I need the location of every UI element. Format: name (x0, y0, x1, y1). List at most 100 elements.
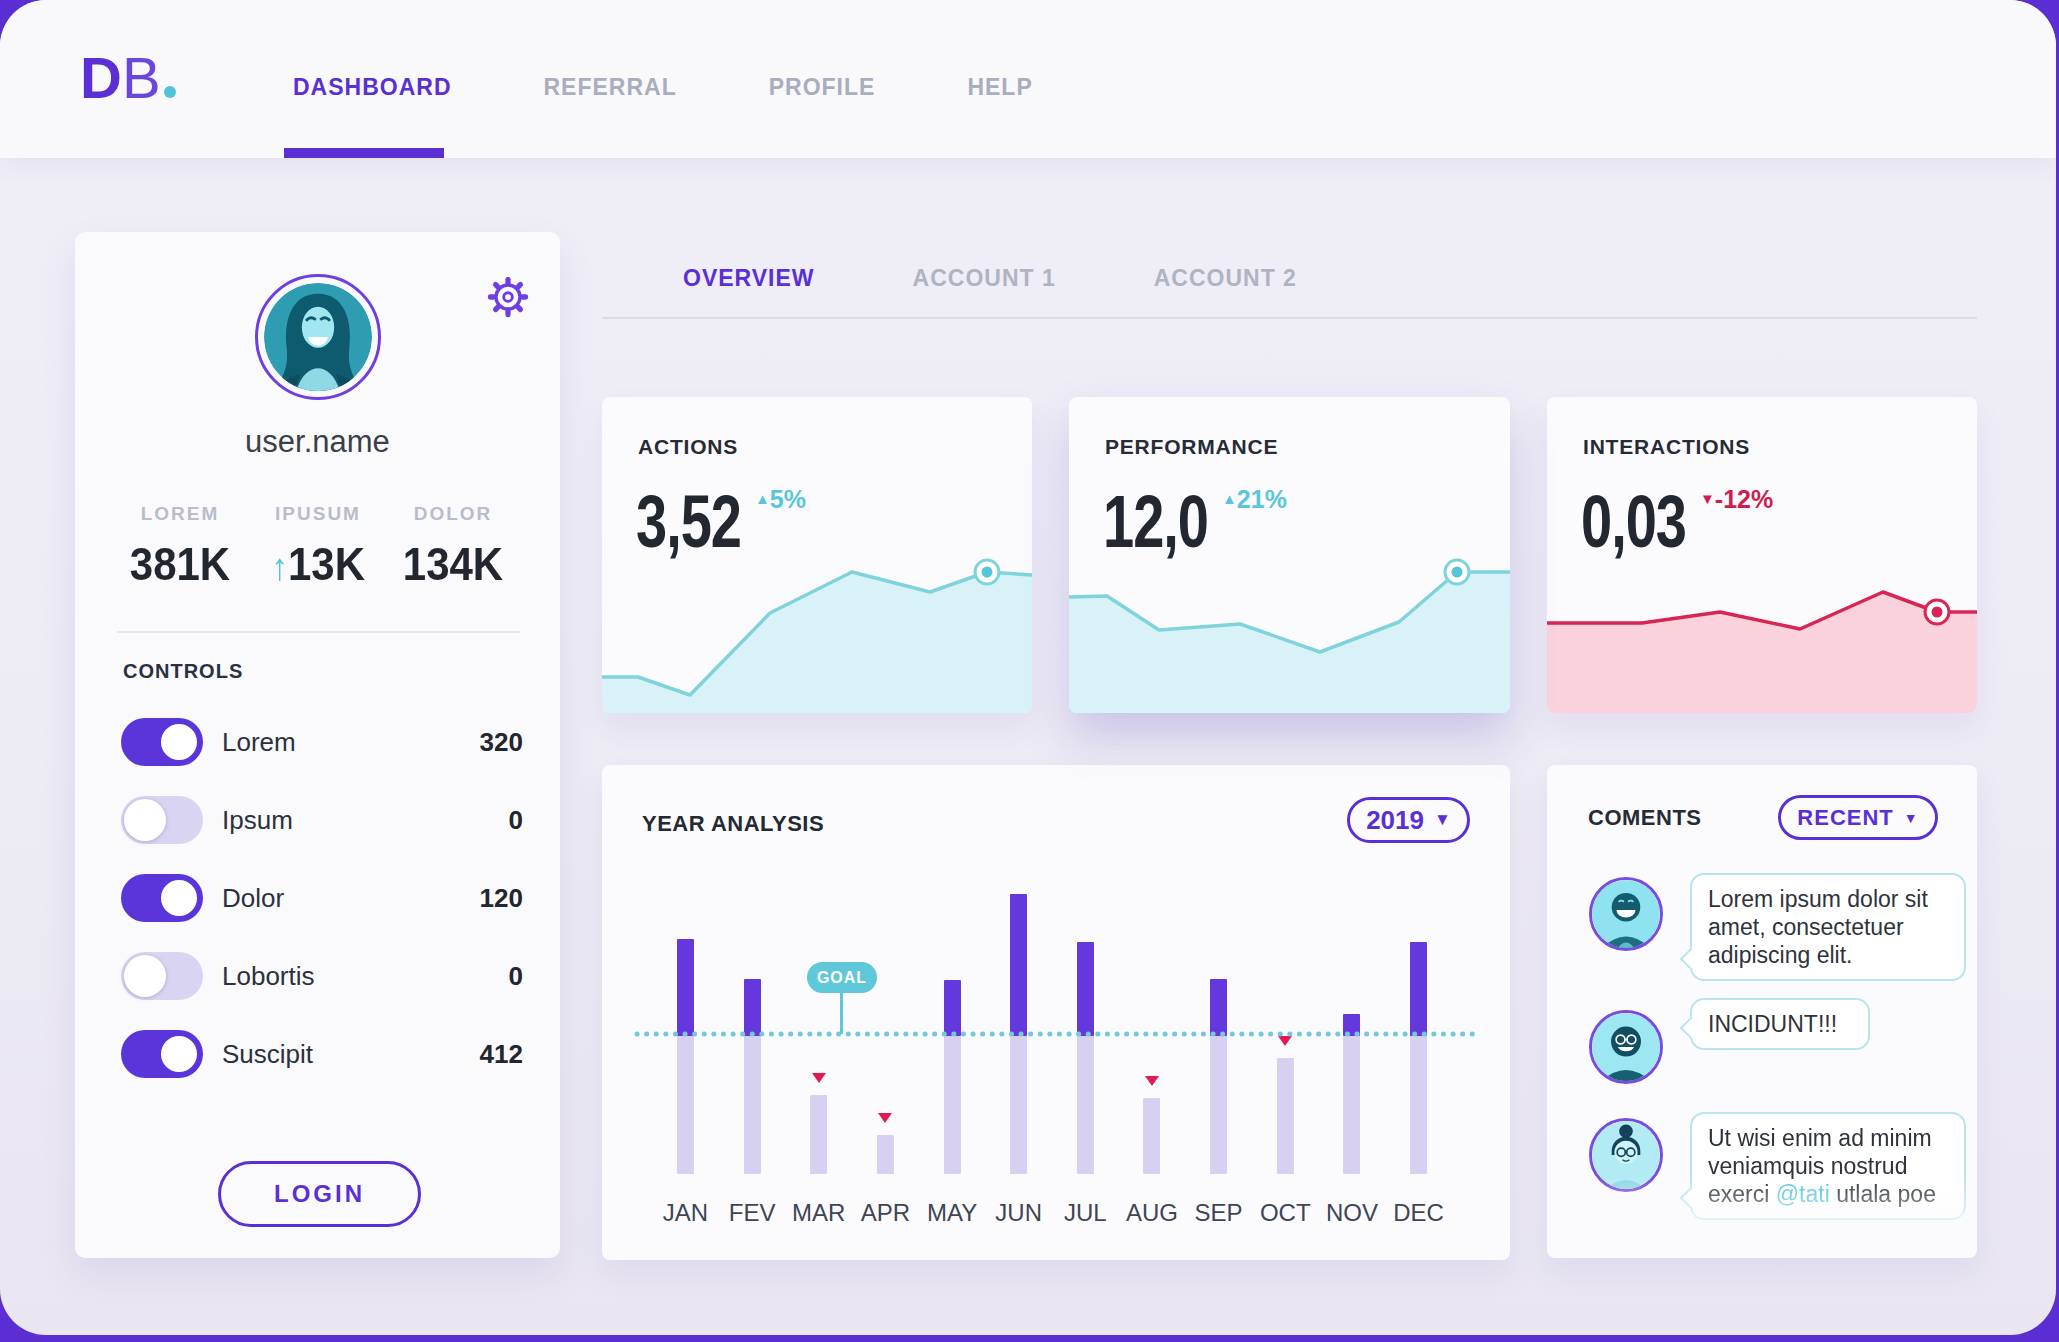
tab-overview[interactable]: OVERVIEW (683, 265, 815, 292)
below-goal-marker-aug (1145, 1076, 1159, 1086)
card-title: PERFORMANCE (1105, 435, 1278, 459)
toggle-dolor[interactable] (121, 874, 203, 922)
control-value: 320 (480, 727, 523, 758)
chevron-down-icon: ▼ (1434, 810, 1451, 830)
month-label-may: MAY (919, 1199, 985, 1227)
year-analysis-title: YEAR ANALYSIS (642, 811, 824, 837)
month-label-aug: AUG (1119, 1199, 1185, 1227)
year-select[interactable]: 2019 ▼ (1347, 797, 1470, 843)
toggle-lorem[interactable] (121, 718, 203, 766)
stat-label: LOREM (130, 503, 230, 525)
up-arrow-icon: ↑ (271, 545, 288, 588)
below-goal-marker-oct (1278, 1036, 1292, 1046)
bubble-tail (1680, 948, 1703, 971)
logo-dot (164, 86, 176, 98)
up-triangle-icon: ▲ (1222, 490, 1237, 507)
actions-card: ACTIONS 3,52 ▲5% (602, 397, 1032, 713)
up-triangle-icon: ▲ (755, 490, 770, 507)
toggle-knob (124, 799, 166, 841)
month-label-oct: OCT (1252, 1199, 1318, 1227)
tab-account-1[interactable]: ACCOUNT 1 (913, 265, 1056, 292)
below-goal-marker-mar (812, 1073, 826, 1083)
settings-gear-icon[interactable] (485, 274, 531, 320)
month-label-fev: FEV (719, 1199, 785, 1227)
stat-lorem: LOREM381K (130, 503, 230, 585)
month-label-dec: DEC (1386, 1199, 1452, 1227)
performance-card: PERFORMANCE 12,0 ▲21% (1069, 397, 1510, 713)
comment-bubble: Lorem ipsum dolor sit amet, consectetuer… (1690, 873, 1966, 981)
month-label-jun: JUN (986, 1199, 1052, 1227)
tabs-divider (602, 317, 1977, 319)
card-value: 3,52 (636, 485, 741, 559)
bar-above-jun (1010, 894, 1027, 1036)
comment-text: INCIDUNT!!! (1708, 1011, 1837, 1037)
year-select-value: 2019 (1366, 805, 1424, 836)
comments-filter[interactable]: RECENT ▼ (1778, 795, 1938, 840)
controls-heading: CONTROLS (123, 660, 243, 683)
login-button[interactable]: LOGIN (218, 1161, 421, 1227)
account-tabs: OVERVIEW ACCOUNT 1 ACCOUNT 2 (683, 265, 1297, 292)
month-label-jul: JUL (1052, 1199, 1118, 1227)
nav-item-help[interactable]: HELP (967, 74, 1032, 101)
control-value: 120 (480, 883, 523, 914)
year-analysis-card: YEAR ANALYSIS 2019 ▼ JANFEVMARAPRMAYJUNJ… (602, 765, 1510, 1260)
goal-marker-stem (840, 993, 843, 1034)
bar-below-nov (1343, 1034, 1360, 1174)
bar-below-fev (744, 1034, 761, 1174)
nav-item-profile[interactable]: PROFILE (769, 74, 876, 101)
bar-below-sep (1210, 1034, 1227, 1174)
stat-dolor: DOLOR134K (403, 503, 503, 585)
stat-label: DOLOR (403, 503, 503, 525)
logo-letter-d: D (80, 45, 122, 110)
tab-account-2[interactable]: ACCOUNT 2 (1154, 265, 1297, 292)
bubble-tail (1680, 1017, 1703, 1040)
toggle-suscipit[interactable] (121, 1030, 203, 1078)
stat-value: 134K (403, 537, 503, 591)
main-nav: DASHBOARD REFERRAL PROFILE HELP (293, 74, 1033, 101)
divider (117, 631, 520, 633)
control-row-suscipit: Suscipit412 (75, 1030, 560, 1078)
month-label-mar: MAR (786, 1199, 852, 1227)
card-value: 0,03 (1581, 485, 1686, 559)
toggle-lobortis[interactable] (121, 952, 203, 1000)
nav-item-dashboard[interactable]: DASHBOARD (293, 74, 452, 101)
card-value: 12,0 (1103, 485, 1208, 559)
comment-bubble: INCIDUNT!!! (1690, 998, 1870, 1050)
comment-avatar (1589, 1010, 1663, 1084)
nav-item-referral[interactable]: REFERRAL (544, 74, 677, 101)
user-avatar[interactable] (255, 274, 381, 400)
app-window: DB DASHBOARDREFERRALPROFILEHELP user.nam… (0, 0, 2056, 1335)
active-nav-underline (284, 148, 444, 158)
username: user.name (75, 424, 560, 460)
control-row-dolor: Dolor120 (75, 874, 560, 922)
comment-text: utlala poe (1830, 1181, 1936, 1207)
interactions-card: INTERACTIONS 0,03 ▼-12% (1547, 397, 1977, 713)
comment-item: INCIDUNT!!! (1547, 998, 1977, 1090)
card-title: INTERACTIONS (1583, 435, 1750, 459)
bar-below-may (944, 1034, 961, 1174)
toggle-knob (124, 955, 166, 997)
bar-below-oct (1277, 1058, 1294, 1174)
stat-label: IPUSUM (271, 503, 365, 525)
control-value: 0 (509, 961, 523, 992)
toggle-ipsum[interactable] (121, 796, 203, 844)
month-label-apr: APR (852, 1199, 918, 1227)
bar-below-mar (810, 1095, 827, 1174)
comments-card: COMENTS RECENT ▼ Lorem ipsum dolor sit a… (1547, 765, 1977, 1258)
control-label: Lobortis (222, 961, 315, 992)
bar-below-aug (1143, 1098, 1160, 1174)
chevron-down-icon: ▼ (1904, 810, 1919, 826)
card-delta: ▲5% (755, 485, 806, 514)
comment-item: Ut wisi enim ad minim veniamquis nostrud… (1547, 1112, 1977, 1258)
control-value: 412 (480, 1039, 523, 1070)
bar-above-fev (744, 979, 761, 1036)
control-label: Ipsum (222, 805, 293, 836)
comment-mention[interactable]: @tati (1776, 1181, 1830, 1207)
card-delta: ▲21% (1222, 485, 1287, 514)
toggle-knob (158, 877, 200, 919)
below-goal-marker-apr (878, 1113, 892, 1123)
control-row-ipsum: Ipsum0 (75, 796, 560, 844)
toggle-knob (158, 1033, 200, 1075)
toggle-knob (158, 721, 200, 763)
goal-badge: GOAL (807, 962, 877, 993)
